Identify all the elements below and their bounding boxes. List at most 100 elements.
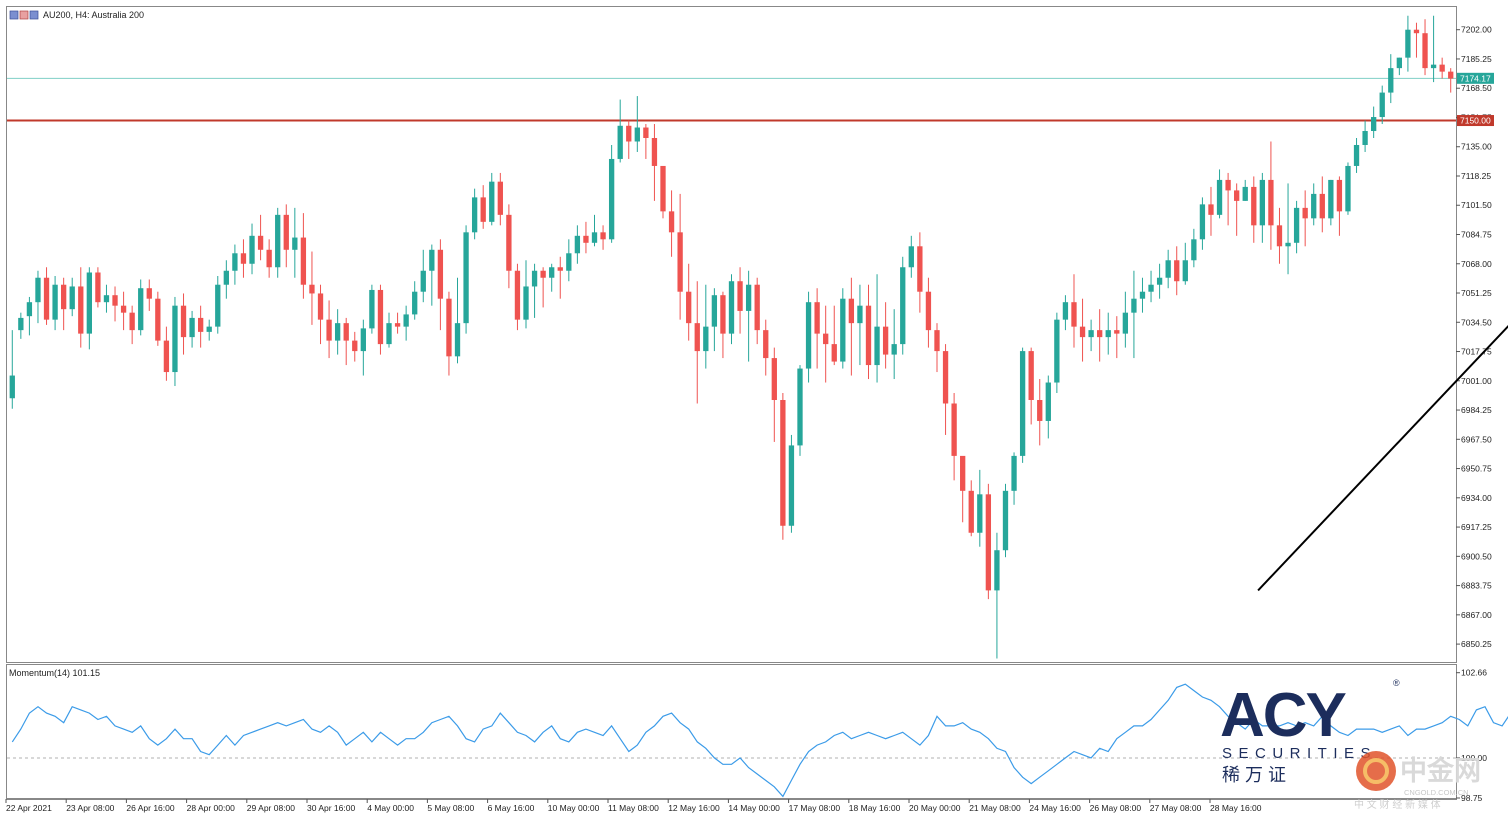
- candle-body: [737, 281, 743, 311]
- candle: [1371, 106, 1377, 138]
- price-tick-label: 6883.75: [1461, 581, 1492, 591]
- candle: [549, 263, 555, 292]
- trendline[interactable]: [1257, 30, 1508, 592]
- candle-body: [1114, 330, 1120, 334]
- candle-body: [780, 400, 786, 526]
- price-pane[interactable]: 7202.007185.257168.507151.757135.007118.…: [6, 6, 1508, 663]
- time-tick-label: 10 May 00:00: [548, 803, 600, 813]
- price-tick-label: 6950.75: [1461, 464, 1492, 474]
- candle-body: [35, 277, 41, 303]
- momentum-pane[interactable]: 102.66 100.00 98.75 Momentum(14) 101.15: [6, 664, 1508, 804]
- candle: [275, 207, 281, 278]
- candles-layer: [9, 15, 1454, 659]
- time-tick-label: 6 May 16:00: [488, 803, 535, 813]
- time-tick-label: 24 May 16:00: [1029, 803, 1081, 813]
- candle: [317, 284, 324, 345]
- candle-body: [523, 286, 529, 320]
- candle: [1199, 197, 1206, 250]
- momentum-tick-label: 100.00: [1461, 753, 1487, 763]
- candle-body: [891, 344, 897, 355]
- price-tick-label: 6984.25: [1461, 405, 1492, 415]
- candle: [874, 274, 880, 383]
- candle: [1268, 141, 1274, 250]
- candle: [720, 291, 726, 359]
- candle-body: [1148, 284, 1154, 292]
- candle-body: [120, 305, 127, 313]
- cngold-logo: 中金网 CNGOLD.COM.CN 中 文 财 经 新 媒 体: [1354, 751, 1481, 811]
- cngold-tagline-text: 中 文 财 经 新 媒 体: [1354, 798, 1441, 811]
- candle-body: [471, 197, 478, 233]
- candle-body: [677, 232, 683, 292]
- candle-body: [257, 235, 264, 250]
- candle-body: [155, 298, 161, 341]
- securities-text: SECURITIES: [1222, 745, 1377, 762]
- price-tick-label: 7135.00: [1461, 142, 1492, 152]
- candle-body: [1139, 291, 1146, 299]
- candle-body: [942, 351, 949, 404]
- candle: [60, 277, 67, 331]
- candle: [977, 469, 983, 547]
- candle-body: [394, 323, 401, 327]
- candle-body: [1422, 33, 1428, 69]
- candle: [917, 232, 923, 313]
- candle: [643, 124, 649, 159]
- candle-body: [694, 323, 700, 352]
- candle: [129, 305, 135, 345]
- candle: [1336, 176, 1343, 236]
- momentum-tick-label: 98.75: [1461, 793, 1483, 803]
- price-tick-label: 7168.50: [1461, 83, 1492, 93]
- candle: [951, 393, 957, 481]
- candle-body: [771, 358, 777, 400]
- candle: [908, 235, 914, 278]
- price-tick-label: 6917.25: [1461, 522, 1492, 532]
- candle: [668, 190, 675, 257]
- candle: [1422, 19, 1428, 76]
- candle-body: [480, 197, 486, 222]
- candle: [1208, 186, 1214, 236]
- candle: [1430, 15, 1437, 83]
- candle-body: [326, 319, 332, 341]
- candle-body: [840, 298, 846, 362]
- candle-body: [754, 284, 760, 331]
- candle-body: [574, 235, 581, 254]
- candle-body: [1328, 179, 1334, 219]
- candle: [925, 277, 932, 348]
- current-price-tag-bg: [1457, 72, 1494, 84]
- candle: [506, 204, 512, 289]
- candle: [617, 99, 623, 163]
- level-price-tag: 7150.00: [1457, 115, 1494, 127]
- candle-body: [711, 295, 718, 327]
- candle: [1225, 172, 1231, 226]
- registered-mark: ®: [1393, 678, 1400, 688]
- candle: [831, 305, 837, 366]
- cngold-domain-text: CNGOLD.COM.CN: [1404, 788, 1469, 797]
- candle: [1379, 85, 1385, 125]
- candle: [446, 291, 452, 376]
- price-tick-label: 7185.25: [1461, 54, 1492, 64]
- price-tick-label: 7118.25: [1461, 171, 1491, 181]
- time-tick-label: 27 May 08:00: [1150, 803, 1202, 813]
- time-tick-label: 30 Apr 16:00: [307, 803, 355, 813]
- candle-body: [994, 550, 1000, 591]
- candle: [1405, 15, 1411, 72]
- candle-body: [1336, 179, 1343, 212]
- candle-body: [1388, 68, 1394, 93]
- candle: [429, 244, 435, 306]
- candle: [1396, 57, 1403, 76]
- candle: [326, 300, 332, 359]
- candle: [257, 214, 264, 261]
- candle: [900, 256, 906, 355]
- candle: [763, 319, 769, 376]
- time-axis[interactable]: 22 Apr 2021 23 Apr 08:00 26 Apr 16:00 28 Ap…: [5, 799, 1457, 813]
- candle-body: [189, 317, 195, 338]
- candle: [138, 279, 144, 336]
- candle-body: [386, 323, 392, 345]
- price-tick-label: 7084.75: [1461, 230, 1492, 240]
- candle: [172, 296, 178, 387]
- candle: [95, 267, 101, 308]
- candle-body: [215, 284, 221, 327]
- candle-body: [334, 323, 341, 341]
- candle: [1037, 379, 1043, 446]
- price-tick-label: 6867.00: [1461, 610, 1492, 620]
- candle-body: [925, 291, 932, 331]
